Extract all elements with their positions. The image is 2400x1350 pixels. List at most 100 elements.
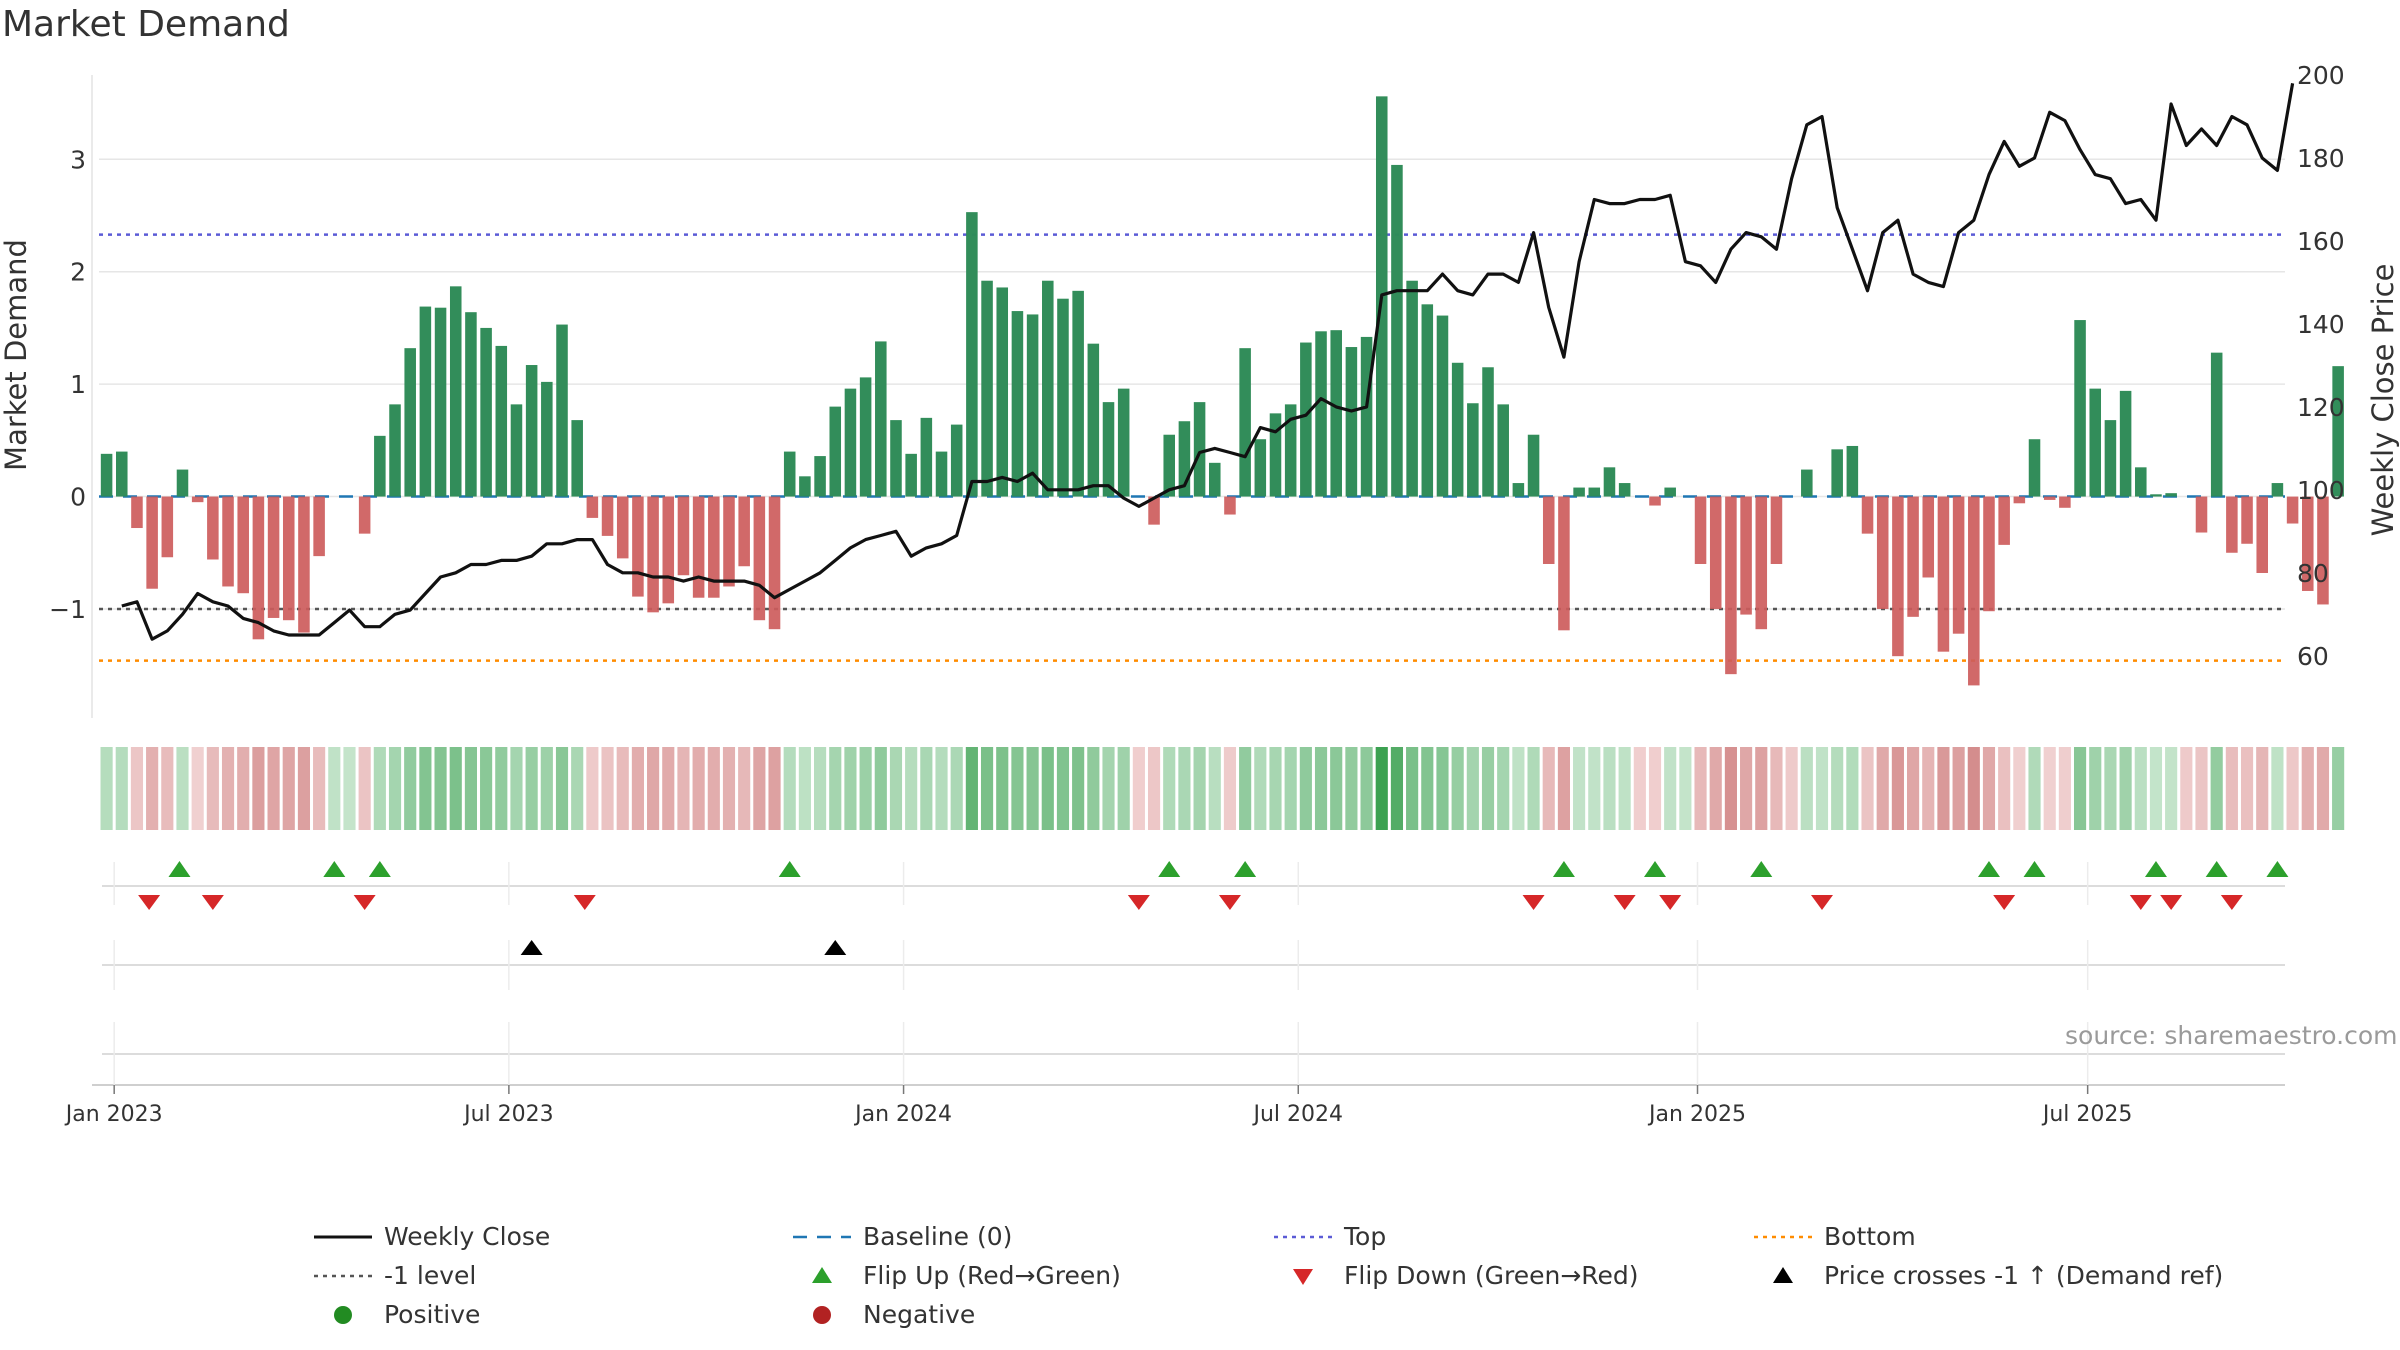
demand-bar: [708, 496, 720, 598]
heat-cell: [844, 747, 857, 830]
legend-label: Flip Up (Red→Green): [863, 1261, 1121, 1290]
legend-item-positive: Positive: [312, 1300, 480, 1329]
flip-down-marker: [2220, 895, 2243, 910]
demand-bar: [2256, 496, 2268, 573]
demand-bar: [1497, 404, 1509, 497]
demand-bar: [859, 377, 872, 497]
flip-down-marker: [573, 895, 596, 910]
heat-cell: [1178, 747, 1191, 830]
weekly-close-series: [121, 83, 2295, 641]
heat-cell: [540, 747, 553, 830]
heat-cell: [1239, 747, 1252, 830]
demand-bar: [1694, 496, 1707, 564]
x-tick-label: Jan 2023: [64, 1102, 163, 1127]
demand-bar: [1209, 462, 1221, 497]
demand-bar: [1406, 280, 1418, 497]
demand-bar: [116, 451, 128, 497]
demand-bar: [1117, 388, 1130, 497]
demand-bar: [434, 307, 447, 497]
demand-bar: [1755, 496, 1768, 630]
legend-item-top: Top: [1272, 1222, 1386, 1251]
heat-cell: [996, 747, 1009, 830]
y-tick-label: 2: [70, 258, 86, 287]
heat-cell: [2225, 747, 2238, 830]
heat-cell: [980, 747, 994, 830]
heat-cell: [2043, 747, 2056, 830]
price-cross-marker: [520, 940, 543, 955]
heat-cell: [419, 747, 432, 830]
heat-cell: [328, 747, 341, 830]
heat-cell: [146, 747, 159, 830]
heat-cell: [1770, 747, 1783, 830]
heat-cell: [1967, 747, 1980, 830]
demand-bar: [1649, 496, 1661, 506]
flip-up-marker: [168, 861, 191, 877]
weekly-close-line: [121, 83, 2295, 641]
heat-cell: [1026, 747, 1039, 830]
demand-bar: [495, 345, 508, 497]
y2-tick-label: 80: [2297, 559, 2329, 588]
heat-cell: [313, 747, 326, 830]
heat-cell: [677, 747, 690, 830]
heat-cell: [1406, 747, 1419, 830]
demand-bar: [1300, 342, 1312, 497]
demand-bar: [313, 496, 325, 557]
heat-cell: [404, 747, 417, 830]
demand-bar: [1664, 487, 1676, 497]
heat-cell: [829, 747, 842, 830]
heat-cell: [1451, 747, 1464, 830]
demand-bar: [1861, 496, 1874, 534]
heat-cell: [935, 747, 948, 830]
demand-bar: [814, 456, 826, 497]
legend-label: Top: [1344, 1222, 1387, 1251]
heat-cell: [1922, 747, 1935, 830]
heat-cell: [1633, 747, 1646, 830]
demand-bar: [449, 286, 462, 497]
flip-up-marker: [2023, 861, 2046, 877]
heat-cell: [2316, 747, 2330, 830]
heat-cell: [161, 747, 174, 830]
flip-down-marker: [1218, 895, 1241, 910]
demand-bar: [2043, 496, 2056, 500]
heat-cell: [1937, 747, 1950, 830]
y2-tick-label: 100: [2297, 476, 2345, 505]
demand-bar: [237, 496, 249, 594]
legend-item-negative: Negative: [791, 1300, 975, 1329]
heat-cell: [1390, 747, 1404, 830]
flip-up-marker: [1644, 861, 1667, 877]
demand-bar: [1391, 164, 1403, 497]
demand-bar: [1983, 496, 1995, 612]
demand-bar: [1345, 347, 1358, 497]
demand-heat-strip: [100, 747, 2345, 830]
heat-cell: [1603, 747, 1616, 830]
heat-cell: [2073, 747, 2087, 830]
x-axis: Jan 2023 Jul 2023 Jan 2024 Jul 2024 Jan 2025…: [64, 862, 2285, 1127]
legend-label: -1 level: [384, 1261, 477, 1290]
demand-bar: [890, 420, 902, 497]
legend-item-bottom: Bottom: [1752, 1222, 1916, 1251]
heat-cell: [1891, 747, 1904, 830]
legend-label: Weekly Close: [384, 1222, 551, 1251]
heat-cell: [2210, 747, 2223, 830]
demand-bar: [799, 476, 811, 497]
heat-cell: [874, 747, 887, 830]
flip-up-marker: [778, 861, 801, 877]
heat-cell: [1299, 747, 1312, 830]
demand-bar: [1725, 496, 1737, 675]
heat-cell: [130, 747, 144, 830]
triangle-down-icon: [1293, 1268, 1313, 1285]
demand-bar: [1436, 315, 1449, 497]
heat-cell: [768, 747, 781, 830]
demand-bar: [1482, 367, 1494, 497]
heat-cell: [571, 747, 584, 830]
heat-cell: [1436, 747, 1449, 830]
demand-bar: [2104, 420, 2117, 497]
demand-bar: [2059, 496, 2071, 508]
heat-cell: [1800, 747, 1813, 830]
heat-cell: [1330, 747, 1343, 830]
x-tick-label: Jan 2024: [853, 1102, 952, 1127]
flip-down-marker: [138, 895, 161, 910]
legend-line-dashed-icon: [793, 1235, 851, 1238]
legend-line-dotted-icon: [1754, 1235, 1812, 1238]
demand-bar: [556, 324, 568, 497]
